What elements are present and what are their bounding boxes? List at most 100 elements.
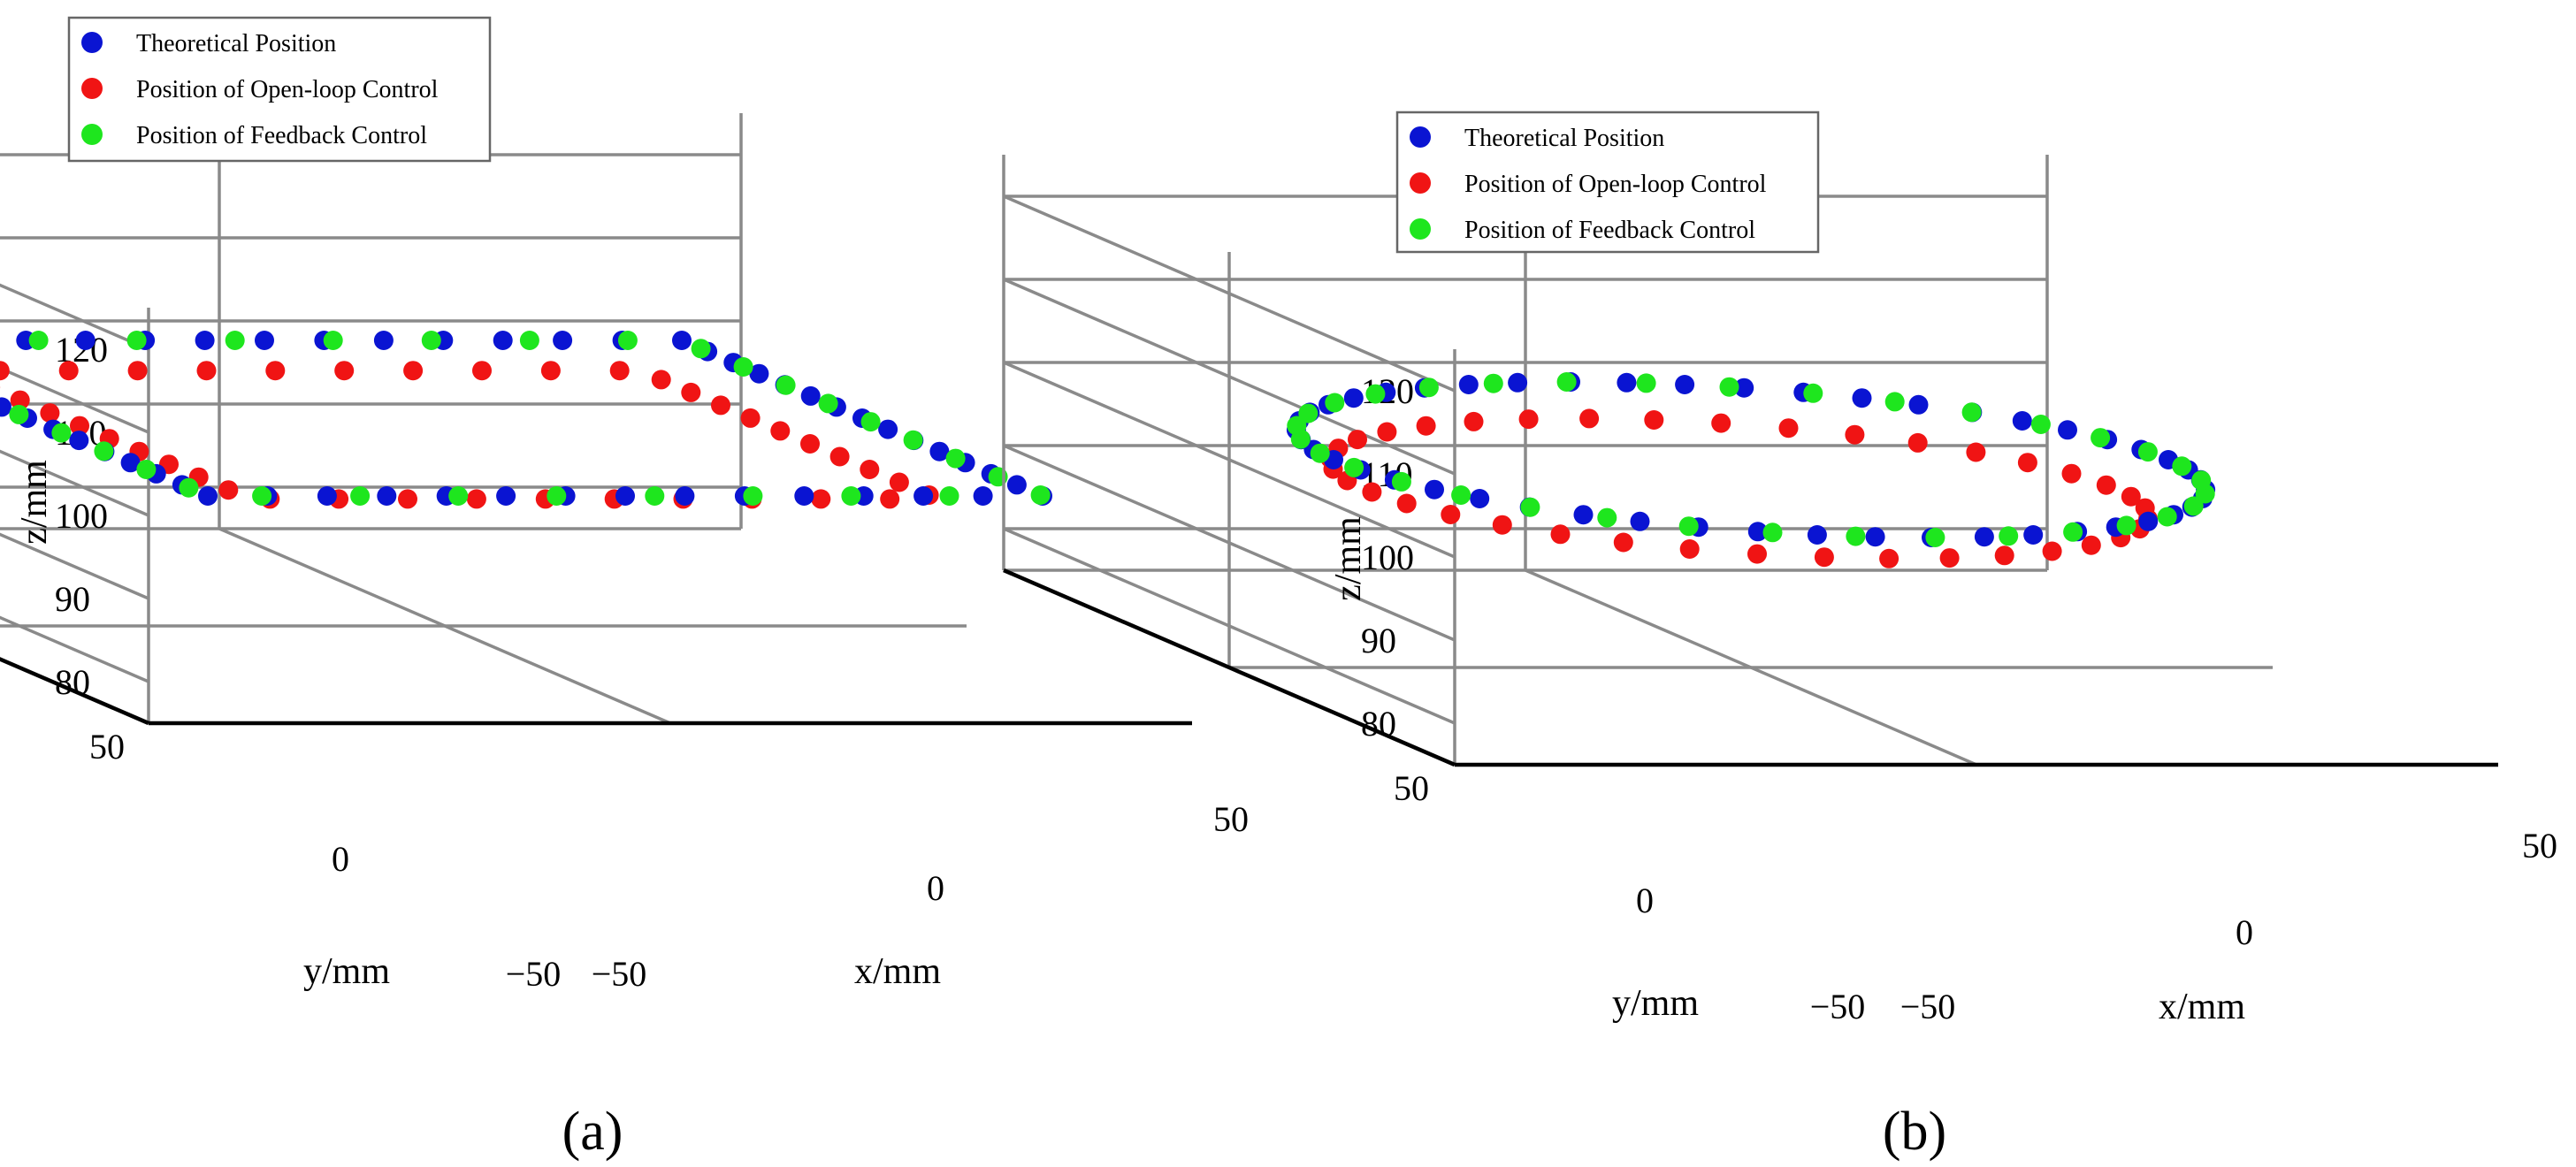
- data-point: [472, 361, 492, 381]
- wall-left-gridline: [1003, 361, 1456, 559]
- data-point: [609, 361, 630, 381]
- data-point: [1675, 375, 1695, 394]
- data-point: [2081, 535, 2101, 555]
- data-point: [0, 397, 11, 417]
- data-point: [493, 331, 513, 350]
- legend-entry: Position of Open-loop Control: [1464, 171, 1767, 198]
- y-tick-label: 50: [89, 727, 125, 767]
- legend-marker: [81, 32, 103, 53]
- data-point: [1679, 539, 1700, 559]
- data-point: [2058, 420, 2077, 440]
- data-point: [547, 486, 567, 506]
- data-point: [1518, 409, 1539, 430]
- data-point: [2012, 411, 2032, 431]
- data-point: [1470, 489, 1490, 508]
- data-point: [317, 486, 337, 506]
- z-tick-label: 90: [1361, 621, 1396, 660]
- y-tick-label: −50: [506, 954, 562, 994]
- data-point: [1807, 525, 1827, 545]
- data-point: [615, 486, 635, 506]
- wall-left-gridline: [0, 283, 149, 351]
- data-point: [1579, 408, 1600, 429]
- data-point: [2116, 515, 2136, 536]
- data-point: [421, 331, 441, 350]
- data-point: [1310, 443, 1330, 463]
- data-point: [880, 489, 900, 509]
- data-point: [770, 421, 791, 441]
- data-point: [1377, 422, 1397, 442]
- data-point: [496, 486, 516, 506]
- legend-marker: [81, 78, 103, 99]
- data-point: [519, 331, 539, 350]
- y-tick-label: 50: [1394, 768, 1429, 808]
- data-point: [1290, 429, 1311, 449]
- data-point: [829, 446, 850, 467]
- data-point: [1425, 479, 1444, 500]
- data-point: [120, 453, 141, 473]
- z-tick-label: 80: [1361, 704, 1396, 744]
- data-point: [403, 361, 424, 381]
- data-point: [913, 486, 934, 506]
- data-point: [743, 486, 763, 506]
- x-tick-label: 50: [1213, 799, 1249, 839]
- series-position-of-feedback-control: [9, 331, 1051, 506]
- data-point: [672, 331, 692, 350]
- data-point: [2157, 507, 2177, 527]
- wall-left-gridline: [0, 449, 149, 517]
- y-axis-label: y/mm: [303, 951, 390, 992]
- data-point: [1846, 526, 1866, 546]
- legend-marker: [1410, 126, 1431, 148]
- data-point: [1343, 388, 1364, 408]
- data-point: [540, 361, 561, 381]
- data-point: [1999, 526, 2019, 546]
- data-point: [1520, 497, 1540, 517]
- data-point: [1344, 457, 1364, 477]
- data-point: [40, 403, 60, 423]
- x-tick-label: 0: [927, 868, 944, 908]
- data-point: [929, 441, 950, 461]
- y-tick-label: −50: [1810, 987, 1866, 1026]
- data-point: [2172, 456, 2192, 477]
- x-tick-label: 0: [2236, 912, 2253, 952]
- x-axis-label: x/mm: [854, 951, 941, 992]
- data-point: [1325, 393, 1345, 413]
- data-point: [1458, 375, 1479, 394]
- y-axis-line: [1003, 568, 1456, 767]
- y-tick-label: 0: [1636, 881, 1654, 920]
- data-point: [2138, 511, 2159, 531]
- data-point: [1636, 373, 1656, 393]
- data-point: [1508, 372, 1528, 393]
- data-point: [1803, 383, 1823, 403]
- data-point: [225, 331, 245, 350]
- legend-entry: Theoretical Position: [136, 30, 336, 57]
- data-point: [136, 460, 157, 479]
- data-point: [466, 489, 486, 509]
- data-point: [860, 412, 881, 432]
- legend-marker: [81, 124, 103, 145]
- data-point: [218, 480, 239, 500]
- panel-a: 8090100110120−50050−50050z/mmy/mmx/mmThe…: [0, 16, 1249, 1162]
- x-tick-label: −50: [1900, 987, 1956, 1026]
- data-point: [800, 385, 821, 406]
- y-axis-line: [0, 657, 149, 726]
- data-point: [1961, 402, 1982, 423]
- data-point: [198, 486, 218, 506]
- data-point: [2137, 442, 2158, 462]
- data-point: [1747, 544, 1767, 564]
- data-point: [749, 363, 769, 384]
- data-point: [1711, 413, 1731, 433]
- data-point: [939, 486, 959, 506]
- data-point: [1852, 388, 1872, 408]
- legend-box: [1395, 111, 1820, 254]
- wall-left-gridline: [0, 615, 149, 683]
- wall-left-gridline: [0, 532, 149, 600]
- data-point: [70, 416, 89, 436]
- data-point: [1464, 411, 1484, 431]
- data-point: [58, 361, 79, 381]
- panel-b: 8090100110120−50050−50050z/mmy/mmx/mmThe…: [1002, 111, 2557, 1162]
- wall-left-gridline: [1003, 527, 1456, 725]
- data-point: [2042, 541, 2062, 561]
- data-point: [794, 486, 814, 506]
